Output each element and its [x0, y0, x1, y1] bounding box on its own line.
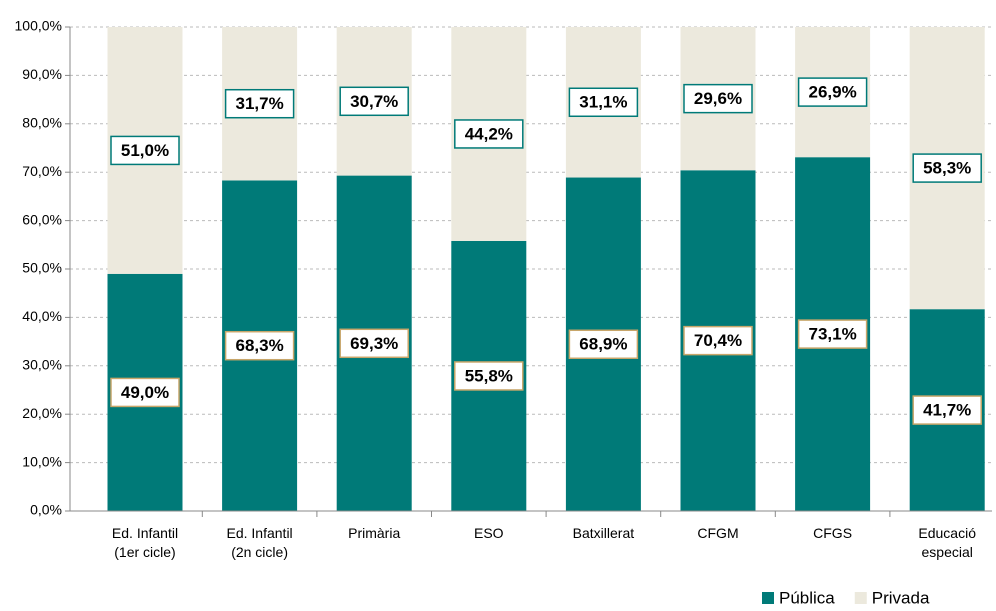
value-label-box	[912, 395, 982, 425]
x-tick-label: Primària	[348, 525, 401, 541]
y-tick-label: 60,0%	[22, 211, 62, 227]
x-tick-label: Batxillerat	[572, 525, 635, 541]
x-tick-label: Ed. Infantil (2n cicle)	[226, 525, 293, 560]
value-label-box	[568, 87, 639, 118]
y-tick-label: 10,0%	[22, 453, 62, 469]
value-label: 41,7%	[923, 401, 971, 420]
value-label: 49,0%	[121, 383, 169, 402]
value-label-box	[224, 330, 295, 361]
value-label-box	[110, 377, 180, 408]
x-tick-label: ESO	[474, 525, 504, 541]
value-label-box	[797, 319, 868, 349]
value-label: 58,3%	[923, 159, 971, 178]
legend-label: Pública	[779, 588, 835, 607]
x-tick-label: CFGM	[697, 525, 739, 541]
value-label: 51,0%	[121, 141, 169, 160]
value-label: 73,1%	[808, 325, 856, 344]
legend-label: Privada	[872, 588, 930, 607]
y-tick-label: 80,0%	[22, 115, 62, 131]
value-label: 31,7%	[235, 94, 283, 113]
value-label: 68,3%	[235, 336, 283, 355]
y-tick-label: 0,0%	[30, 502, 62, 518]
y-tick-label: 40,0%	[22, 308, 62, 324]
y-tick-label: 20,0%	[22, 405, 62, 421]
value-label: 29,6%	[694, 89, 742, 108]
value-label-box	[224, 88, 295, 119]
value-label-box	[797, 77, 868, 107]
value-label: 31,1%	[579, 93, 627, 112]
value-label: 55,8%	[465, 366, 513, 385]
value-label: 70,4%	[694, 331, 742, 350]
value-label-box	[568, 329, 639, 360]
value-label-box	[339, 328, 409, 359]
x-tick-label: Ed. Infantil (1er cicle)	[111, 525, 179, 560]
value-label: 30,7%	[350, 92, 398, 111]
x-tick-label: Educació especial	[918, 525, 976, 560]
value-label-box	[110, 135, 180, 166]
y-tick-label: 70,0%	[22, 163, 62, 179]
value-label: 68,9%	[579, 335, 627, 354]
legend-swatch	[854, 592, 867, 604]
value-label-box	[339, 86, 409, 117]
y-tick-label: 50,0%	[22, 260, 62, 276]
x-tick-label: CFGS	[813, 525, 853, 541]
y-tick-label: 90,0%	[22, 66, 62, 82]
value-label-box	[912, 153, 982, 183]
value-label-box	[683, 83, 753, 114]
y-tick-label: 100,0%	[15, 18, 62, 34]
value-label-box	[454, 119, 524, 149]
value-label-box	[454, 361, 524, 391]
value-label: 44,2%	[465, 124, 513, 143]
value-label: 26,9%	[808, 83, 856, 102]
value-label-box	[683, 325, 753, 356]
legend-swatch	[762, 592, 774, 604]
value-label: 69,3%	[350, 334, 398, 353]
y-tick-label: 30,0%	[22, 357, 62, 373]
